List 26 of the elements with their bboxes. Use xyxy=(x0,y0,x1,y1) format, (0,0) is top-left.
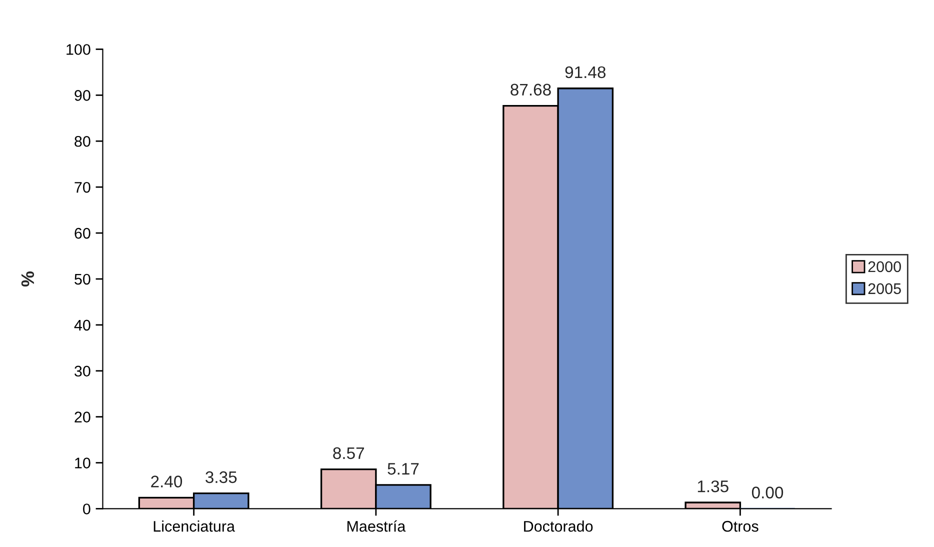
y-tick-label: 0 xyxy=(83,504,90,514)
y-tick-label: 70 xyxy=(74,182,90,193)
data-label: 3.35 xyxy=(206,471,237,484)
data-label: 5.17 xyxy=(388,463,419,475)
data-label: 2.40 xyxy=(151,476,182,488)
y-tick-label: 90 xyxy=(74,90,90,101)
y-tick-label: 50 xyxy=(74,274,90,285)
y-tick-label: 60 xyxy=(74,228,90,239)
data-label: 0.00 xyxy=(752,486,784,498)
y-tick-label: 80 xyxy=(74,136,90,147)
data-label: 8.57 xyxy=(333,447,364,460)
legend-label: 2000 xyxy=(868,261,901,272)
data-label: 87.68 xyxy=(510,84,551,96)
x-tick-label: Maestría xyxy=(347,520,406,532)
legend-label: 2005 xyxy=(868,283,901,294)
data-label: 91.48 xyxy=(565,66,606,78)
x-tick-label: Doctorado xyxy=(524,520,593,532)
y-tick-label: 30 xyxy=(74,366,90,377)
y-tick-label: 100 xyxy=(66,44,90,55)
x-tick-label: Licenciatura xyxy=(154,520,235,532)
y-tick-label: 10 xyxy=(75,458,90,468)
x-tick-label: Otros xyxy=(722,520,758,532)
y-tick-label: 20 xyxy=(74,412,90,422)
y-axis-title: % xyxy=(21,271,34,287)
data-label: 1.35 xyxy=(698,480,728,492)
y-tick-label: 40 xyxy=(74,320,90,331)
